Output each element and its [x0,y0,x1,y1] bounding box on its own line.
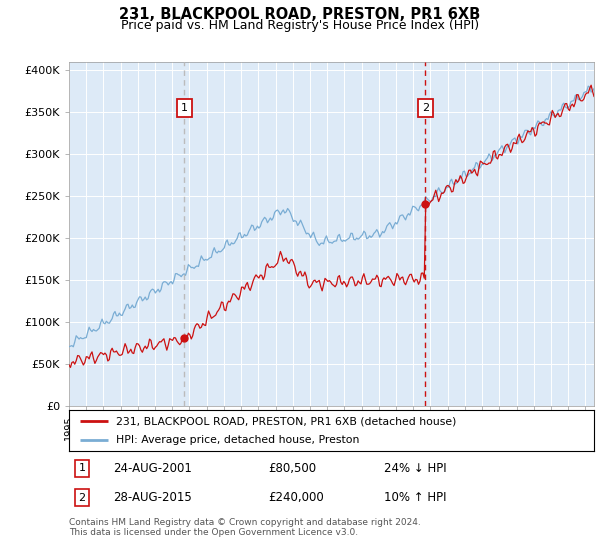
Text: 231, BLACKPOOL ROAD, PRESTON, PR1 6XB: 231, BLACKPOOL ROAD, PRESTON, PR1 6XB [119,7,481,22]
Text: 24-AUG-2001: 24-AUG-2001 [113,462,193,475]
Text: 10% ↑ HPI: 10% ↑ HPI [384,491,446,504]
Text: 28-AUG-2015: 28-AUG-2015 [113,491,193,504]
Text: £240,000: £240,000 [269,491,324,504]
Text: £80,500: £80,500 [269,462,317,475]
Text: 2: 2 [79,493,86,503]
Text: Contains HM Land Registry data © Crown copyright and database right 2024.
This d: Contains HM Land Registry data © Crown c… [69,518,421,538]
Text: 2: 2 [422,103,429,113]
Text: 1: 1 [79,463,86,473]
Text: 231, BLACKPOOL ROAD, PRESTON, PR1 6XB (detached house): 231, BLACKPOOL ROAD, PRESTON, PR1 6XB (d… [116,417,457,426]
Text: Price paid vs. HM Land Registry's House Price Index (HPI): Price paid vs. HM Land Registry's House … [121,19,479,32]
Text: 1: 1 [181,103,188,113]
Text: 24% ↓ HPI: 24% ↓ HPI [384,462,446,475]
Text: HPI: Average price, detached house, Preston: HPI: Average price, detached house, Pres… [116,435,359,445]
